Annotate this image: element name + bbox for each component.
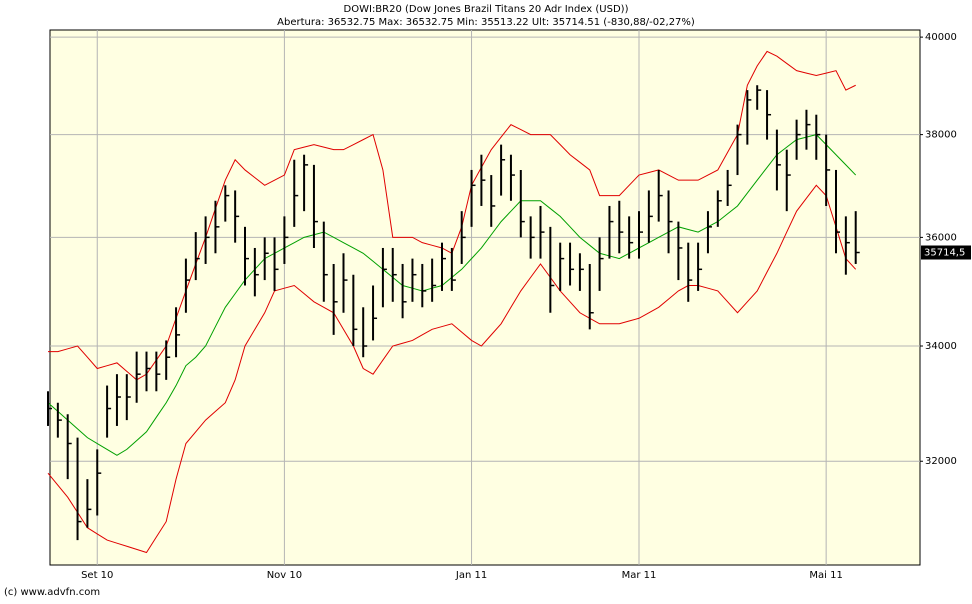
y-tick-label: 34000 — [925, 341, 957, 352]
x-tick-label: Mai 11 — [809, 570, 842, 581]
y-tick-label: 36000 — [925, 232, 957, 243]
x-tick-label: Mar 11 — [622, 570, 657, 581]
x-tick-label: Set 10 — [81, 570, 113, 581]
last-value-label: 35714,5 — [924, 248, 965, 259]
y-tick-label: 32000 — [925, 456, 957, 467]
y-tick-label: 38000 — [925, 130, 957, 141]
last-value-box — [921, 245, 971, 260]
x-tick-label: Nov 10 — [267, 570, 302, 581]
chart-subtitle: Abertura: 36532.75 Max: 36532.75 Min: 35… — [277, 17, 695, 28]
footer: (c) www.advfn.com — [4, 587, 100, 598]
band-line — [47, 184, 857, 554]
plot-area — [49, 29, 921, 566]
x-tick-label: Jan 11 — [455, 570, 487, 581]
y-tick-label: 40000 — [925, 32, 957, 43]
chart-title: DOWI:BR20 (Dow Jones Brazil Titans 20 Ad… — [344, 4, 629, 15]
